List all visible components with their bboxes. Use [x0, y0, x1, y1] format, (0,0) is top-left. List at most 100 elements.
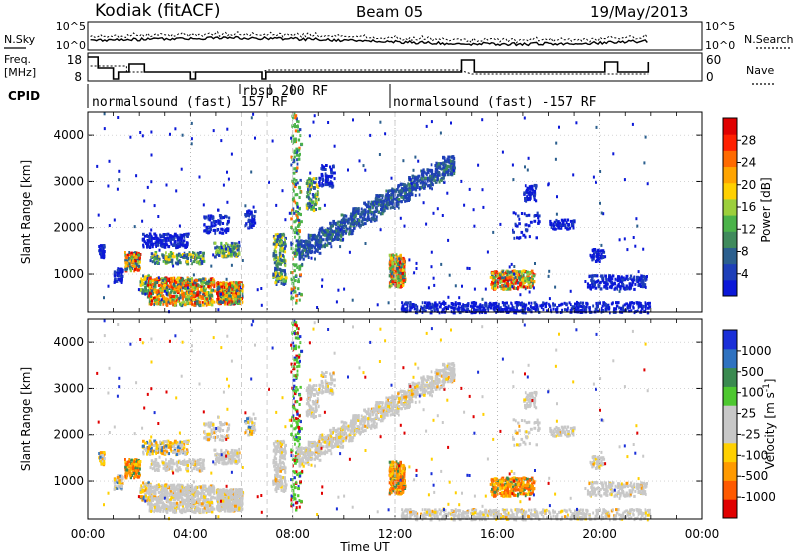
power-cell	[598, 250, 601, 254]
power-cell	[517, 309, 521, 313]
power-cell	[139, 283, 142, 287]
power-cell	[279, 257, 282, 261]
power-cell	[526, 198, 529, 202]
power-cell	[129, 135, 132, 139]
power-cell	[298, 298, 301, 302]
power-cell	[447, 168, 450, 172]
power-cell	[220, 249, 223, 252]
power-cell	[164, 298, 168, 302]
power-cell	[489, 306, 493, 310]
power-cell	[147, 274, 150, 278]
power-cell	[167, 258, 171, 262]
power-cell	[212, 228, 215, 232]
power-cell	[397, 275, 400, 278]
power-cell	[620, 307, 622, 311]
power-cell	[169, 283, 172, 287]
power-cell	[168, 285, 171, 289]
power-cell	[567, 306, 569, 310]
power-cell	[274, 253, 278, 257]
power-cell	[598, 281, 601, 285]
power-cell	[399, 216, 402, 220]
power-cell	[515, 309, 519, 313]
power-cell	[138, 266, 141, 270]
power-cell	[250, 170, 253, 174]
power-cell	[101, 250, 104, 254]
power-cell	[435, 307, 439, 311]
power-cell	[450, 155, 453, 159]
power-cell	[523, 116, 526, 120]
power-cell	[230, 281, 233, 285]
power-cell	[294, 116, 297, 120]
power-cell	[206, 297, 208, 301]
power-cell	[188, 301, 191, 305]
power-cell	[292, 187, 295, 191]
power-cell	[550, 222, 553, 225]
power-cell	[297, 246, 300, 250]
power-cell	[128, 256, 131, 260]
power-cell	[164, 301, 168, 305]
power-cell	[222, 183, 225, 187]
power-cell	[407, 199, 410, 202]
power-cell	[599, 301, 601, 305]
power-cell	[463, 308, 466, 312]
power-cell	[473, 224, 476, 228]
power-cell	[310, 181, 314, 185]
power-cell	[153, 303, 156, 307]
power-cell	[644, 135, 647, 139]
power-cell	[629, 301, 632, 305]
power-cell	[451, 155, 455, 159]
power-cell	[492, 307, 495, 311]
power-cell	[147, 243, 150, 247]
power-cell	[295, 301, 298, 305]
power-cell	[151, 245, 154, 249]
power-cell	[427, 286, 430, 290]
power-cell	[217, 208, 219, 212]
power-cell	[397, 258, 399, 262]
power-cell	[363, 208, 367, 212]
power-cell	[170, 258, 174, 262]
power-cell	[229, 286, 232, 290]
power-cell	[432, 304, 435, 308]
power-cell	[225, 215, 228, 219]
power-cell	[592, 279, 595, 283]
power-cell	[175, 234, 178, 238]
power-cell	[158, 257, 161, 261]
power-cell	[210, 288, 213, 292]
power-cell	[276, 265, 279, 269]
power-cell	[528, 290, 531, 294]
power-cell	[409, 301, 412, 304]
power-cell	[389, 206, 392, 210]
power-cell	[434, 170, 437, 174]
power-cell	[462, 304, 465, 308]
power-cell	[103, 112, 106, 116]
power-cell	[569, 226, 572, 230]
power-cell	[254, 210, 257, 214]
power-cell	[222, 296, 225, 300]
power-cell	[580, 305, 583, 308]
power-cell	[135, 252, 138, 256]
power-cell	[622, 276, 625, 280]
power-cell	[398, 260, 402, 264]
power-cell	[205, 302, 209, 306]
power-cell	[272, 254, 276, 258]
power-cell	[385, 193, 388, 197]
power-cell	[441, 302, 445, 305]
power-cell	[157, 279, 160, 283]
cpid-segment-1: normalsound (fast) 157 RF	[92, 95, 288, 110]
power-cluster	[318, 164, 336, 189]
power-cell	[294, 294, 298, 298]
power-cell	[184, 243, 188, 247]
power-cell	[212, 288, 215, 292]
power-cell	[153, 258, 156, 262]
power-cell	[127, 264, 129, 268]
power-cell	[292, 296, 295, 300]
power-cell	[165, 291, 168, 295]
power-cell	[430, 305, 433, 309]
power-cell	[314, 199, 318, 203]
power-cell	[185, 232, 187, 236]
power-cell	[331, 238, 334, 242]
power-cell	[629, 285, 632, 289]
power-cell	[214, 223, 217, 227]
power-cell	[293, 167, 296, 171]
power-cell	[599, 287, 603, 291]
